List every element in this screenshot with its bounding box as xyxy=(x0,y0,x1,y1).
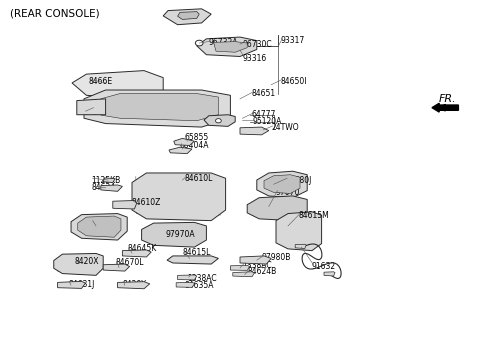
Text: 84631J: 84631J xyxy=(68,280,95,289)
Polygon shape xyxy=(58,281,85,288)
Text: 97070: 97070 xyxy=(276,188,300,197)
Polygon shape xyxy=(197,37,257,56)
Polygon shape xyxy=(77,99,106,115)
Polygon shape xyxy=(204,115,235,126)
Polygon shape xyxy=(167,256,218,264)
Polygon shape xyxy=(178,12,199,19)
Polygon shape xyxy=(233,272,254,277)
Text: 84610L: 84610L xyxy=(185,174,213,183)
Text: 97970A: 97970A xyxy=(166,230,195,239)
Circle shape xyxy=(195,40,203,46)
Text: 84645K: 84645K xyxy=(127,244,156,253)
Polygon shape xyxy=(176,282,195,287)
Text: FR.: FR. xyxy=(439,94,457,104)
Text: 8466E: 8466E xyxy=(89,77,113,86)
Text: 93316: 93316 xyxy=(242,54,267,63)
Polygon shape xyxy=(101,94,218,121)
Text: (REAR CONSOLE): (REAR CONSOLE) xyxy=(10,9,99,19)
Text: 24TWO: 24TWO xyxy=(271,123,299,132)
Polygon shape xyxy=(132,173,226,221)
Polygon shape xyxy=(264,175,300,193)
Polygon shape xyxy=(72,71,163,99)
Text: 97980B: 97980B xyxy=(262,253,291,262)
Text: 84670L: 84670L xyxy=(115,258,144,268)
Text: 84650I: 84650I xyxy=(281,77,307,86)
Polygon shape xyxy=(174,138,194,145)
Text: 8420Y: 8420Y xyxy=(122,280,146,289)
Text: 68404A: 68404A xyxy=(180,141,209,150)
Text: 84615L: 84615L xyxy=(182,248,211,257)
Text: 84624B: 84624B xyxy=(247,267,276,276)
Text: 93317: 93317 xyxy=(281,36,305,45)
Polygon shape xyxy=(163,9,211,25)
Text: 84640L: 84640L xyxy=(84,108,112,118)
Text: 64777: 64777 xyxy=(252,110,276,119)
Text: 96732A: 96732A xyxy=(209,38,238,47)
Polygon shape xyxy=(214,42,247,52)
Polygon shape xyxy=(122,250,151,257)
FancyArrow shape xyxy=(432,103,458,112)
Polygon shape xyxy=(142,222,206,247)
Text: 84635A: 84635A xyxy=(185,281,214,291)
Polygon shape xyxy=(103,178,115,183)
Text: 84615M: 84615M xyxy=(299,211,329,220)
Polygon shape xyxy=(247,196,307,221)
Polygon shape xyxy=(84,90,230,127)
Text: 96730C: 96730C xyxy=(242,40,272,49)
Polygon shape xyxy=(178,275,197,280)
Text: 1125KB: 1125KB xyxy=(91,175,120,185)
Text: 65855: 65855 xyxy=(185,133,209,142)
Text: 84680J: 84680J xyxy=(286,175,312,185)
Text: 95120A: 95120A xyxy=(253,117,282,126)
Polygon shape xyxy=(54,253,103,275)
Polygon shape xyxy=(71,214,127,240)
Text: 84650R: 84650R xyxy=(91,218,121,227)
Polygon shape xyxy=(169,147,192,154)
Polygon shape xyxy=(240,256,271,264)
Text: 84651: 84651 xyxy=(252,89,276,98)
Text: 84610Z: 84610Z xyxy=(132,198,161,208)
Text: 84624: 84624 xyxy=(91,183,115,192)
Polygon shape xyxy=(324,272,335,276)
Polygon shape xyxy=(113,201,137,209)
Polygon shape xyxy=(230,265,250,270)
Polygon shape xyxy=(103,264,130,271)
Polygon shape xyxy=(118,282,150,289)
Text: 1338AC: 1338AC xyxy=(187,274,217,283)
Polygon shape xyxy=(295,244,306,249)
Polygon shape xyxy=(257,171,307,198)
Circle shape xyxy=(216,119,221,123)
Text: 1338AC: 1338AC xyxy=(242,261,272,270)
Text: 91632: 91632 xyxy=(312,262,336,271)
Polygon shape xyxy=(101,185,122,191)
Polygon shape xyxy=(78,216,121,237)
Text: 8420X: 8420X xyxy=(74,257,99,266)
Polygon shape xyxy=(276,212,322,251)
Polygon shape xyxy=(240,127,269,135)
